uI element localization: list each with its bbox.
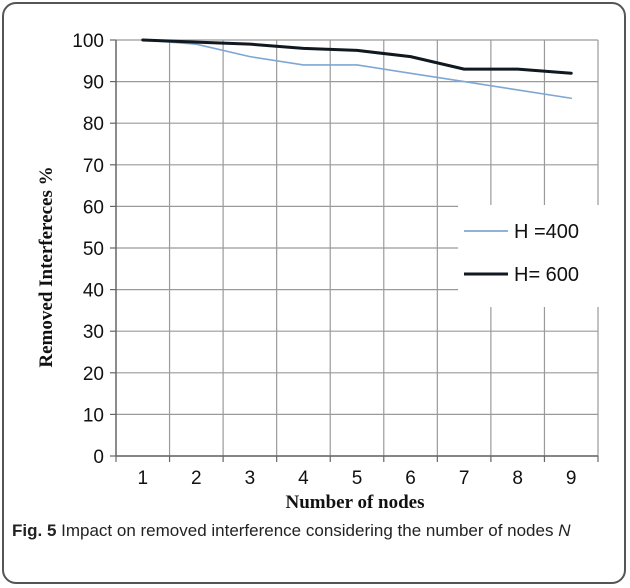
axes [110,39,599,462]
y-tick-label: 20 [83,364,104,385]
y-tick-label: 50 [83,239,104,260]
y-tick-label: 10 [83,405,104,426]
x-tick-label: 4 [298,468,309,489]
caption-label: Fig. 5 [12,521,57,540]
x-tick-label: 1 [137,468,148,489]
x-axis-title: Number of nodes [286,492,425,510]
series-line-2 [141,38,573,75]
x-tick-label: 2 [191,468,202,489]
y-tick-label: 100 [72,31,104,52]
y-tick-label: 70 [83,156,104,177]
x-tick-label: 3 [245,468,256,489]
y-tick-label: 60 [83,197,104,218]
caption-text: Impact on removed interference consideri… [56,521,559,540]
series-lines [141,38,573,100]
x-tick-label: 8 [512,468,523,489]
x-tick-label: 9 [566,468,577,489]
series-line-1 [141,39,573,100]
y-tick-labels: 0 10 20 30 40 50 60 70 80 90 100 [72,31,104,468]
legend-background [458,205,608,307]
x-tick-label: 5 [352,468,363,489]
x-tick-label: 6 [405,468,416,489]
x-tick-label: 7 [459,468,470,489]
y-tick-label: 90 [83,73,104,94]
legend-label-1: H =400 [514,221,579,243]
figure-caption: Fig. 5 Impact on removed interference co… [12,518,612,544]
legend: H =400 H= 600 [458,205,608,307]
caption-variable: N [558,521,571,540]
y-tick-label: 80 [83,114,104,135]
y-tick-label: 0 [93,447,104,468]
y-axis-title: Removed Interfereces % [36,166,57,367]
legend-label-2: H= 600 [514,264,579,286]
y-tick-label: 40 [83,281,104,302]
y-tick-label: 30 [83,322,104,343]
x-tick-labels: 1 2 3 4 5 6 7 8 9 [137,468,576,489]
